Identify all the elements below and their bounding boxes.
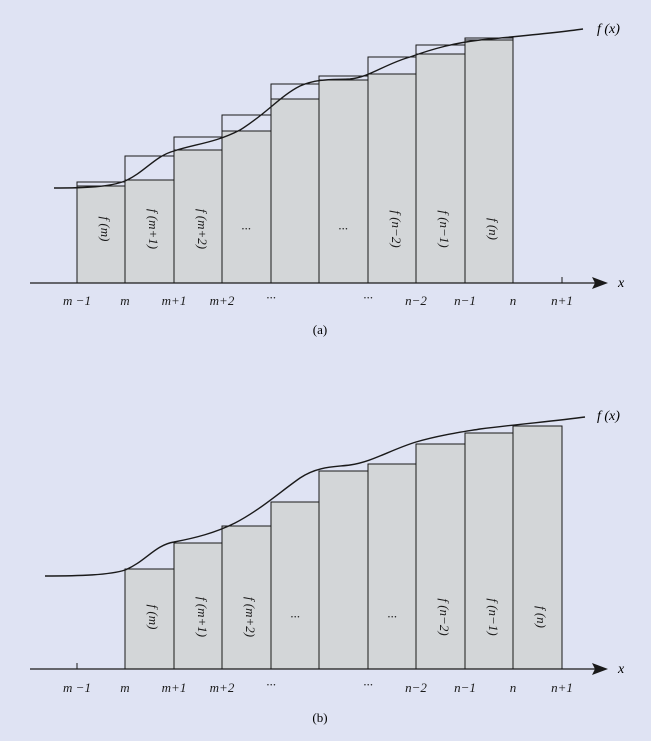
panel-b-axis-label: x <box>617 662 625 677</box>
panel-a-bar-label: ··· <box>338 221 348 236</box>
panel-a: x f (x) m −1 m m+1 m+2 ··· ··· n−2 n−1 n… <box>30 22 625 337</box>
panel-b-tick-label: n−2 <box>405 680 427 695</box>
panel-b-bar-label: f (n) <box>534 606 549 628</box>
panel-a-bar-label: f (m) <box>98 217 113 242</box>
panel-b-tick-label: ··· <box>266 677 276 692</box>
panel-a-bar-4 <box>221 130 272 284</box>
panel-b: x f (x) m −1 m m+1 m+2 ··· ··· n−2 n−1 n… <box>30 409 625 725</box>
panel-a-curve <box>53 28 584 189</box>
panel-b-curve <box>44 416 586 577</box>
panel-a-bar-label: f (n−2) <box>389 210 404 247</box>
panel-a-axis-arrowhead <box>592 277 608 289</box>
panel-b-bar-7 <box>415 443 466 670</box>
panel-a-bar-6 <box>318 79 369 284</box>
panel-b-bar-5 <box>318 470 369 670</box>
panel-a-tick-label: m −1 <box>63 293 91 308</box>
panel-a-tick-label: ··· <box>363 290 373 305</box>
panel-a-bar-7 <box>367 73 417 284</box>
panel-b-bar-label: f (m+2) <box>243 597 258 637</box>
panel-a-bar-label: f (m+1) <box>146 209 161 249</box>
panel-a-bar-label: f (n) <box>486 218 501 240</box>
panel-b-bar-9 <box>512 425 563 670</box>
panel-a-bar-label: f (n−1) <box>437 210 452 247</box>
panel-b-bars <box>124 425 563 670</box>
panel-b-tick-label: n−1 <box>454 680 476 695</box>
panel-a-curve-label: f (x) <box>597 22 620 37</box>
panel-b-curve-label: f (x) <box>597 409 620 424</box>
panel-b-bar-6 <box>367 463 417 670</box>
panel-a-bar-9 <box>464 39 514 284</box>
panel-b-bar-label: f (n−1) <box>486 598 501 635</box>
panel-b-bar-label: f (n−2) <box>437 598 452 635</box>
panel-a-bars <box>76 39 514 284</box>
panel-a-tick-label: m+1 <box>162 293 187 308</box>
panel-a-caption: (a) <box>313 322 327 337</box>
panel-a-bar-8 <box>415 53 466 284</box>
panel-b-tick-label: m+2 <box>210 680 235 695</box>
panel-a-bar-label: ··· <box>241 221 251 236</box>
panel-a-tick-label: m+2 <box>210 293 235 308</box>
panel-b-caption: (b) <box>312 710 327 725</box>
panel-b-bar-label: ··· <box>290 609 300 624</box>
panel-b-tick-label: m −1 <box>63 680 91 695</box>
panel-b-tick-label: n <box>510 680 517 695</box>
panel-b-tick-label: m <box>120 680 129 695</box>
panel-a-tick-label: ··· <box>266 290 276 305</box>
panel-b-axis-arrowhead <box>592 663 608 675</box>
panel-a-bar-2 <box>124 179 175 284</box>
panel-b-bar-label: ··· <box>387 609 397 624</box>
panel-a-bar-5 <box>270 98 320 284</box>
panel-a-tick-label: m <box>120 293 129 308</box>
panel-a-bar-3 <box>173 149 223 284</box>
panel-b-tick-label: m+1 <box>162 680 187 695</box>
panel-a-tick-label: n+1 <box>551 293 573 308</box>
panel-a-tick-label: n−2 <box>405 293 427 308</box>
panel-a-tick-label: n <box>510 293 517 308</box>
panel-b-bar-4 <box>270 501 320 670</box>
panel-a-axis-label: x <box>617 276 625 291</box>
panel-b-bar-label: f (m) <box>146 605 161 630</box>
panel-b-bar-label: f (m+1) <box>195 597 210 637</box>
panel-a-bar-1 <box>76 185 126 284</box>
panel-b-tick-label: n+1 <box>551 680 573 695</box>
panel-a-tick-label: n−1 <box>454 293 476 308</box>
panel-a-bar-label: f (m+2) <box>195 209 210 249</box>
panel-b-bar-8 <box>464 432 514 670</box>
panel-b-tick-label: ··· <box>363 677 373 692</box>
